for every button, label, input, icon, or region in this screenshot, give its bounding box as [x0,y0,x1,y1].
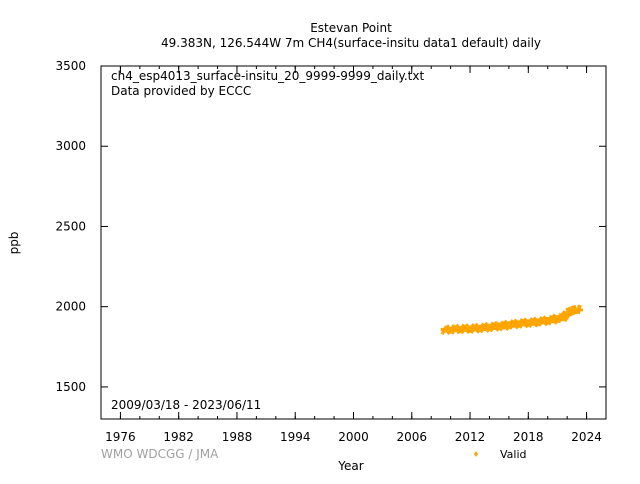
legend: Valid [474,448,527,461]
plot-frame [100,65,607,420]
legend-marker [474,451,478,457]
x-tick-label: 1976 [105,430,136,444]
y-axis-label: ppb [7,232,21,255]
axis-tick-labels: 1976 1982 1988 1994 2000 2006 2012 2018 2024 1500… [55,59,601,444]
axis-ticks [100,65,607,419]
y-tick-label: 2500 [55,219,86,233]
chart-subtitle: 49.383N, 126.544W 7m CH4(surface-insitu … [161,36,541,50]
data-point [578,308,583,312]
x-tick-label: 2006 [396,430,427,444]
y-tick-label: 3500 [55,59,86,73]
chart-title: Estevan Point [310,21,392,35]
data-point [506,321,512,325]
x-tick-label: 1994 [280,430,311,444]
legend-label: Valid [500,448,527,461]
x-tick-label: 2000 [338,430,369,444]
data-point [440,328,446,331]
x-tick-label: 2018 [513,430,544,444]
data-points [440,304,583,336]
x-tick-label: 1988 [222,430,253,444]
data-point [453,329,458,333]
x-tick-label: 2024 [571,430,602,444]
file-annotation: ch4_esp4013_surface-insitu_20_9999-9999_… [111,69,424,83]
data-point [443,329,448,333]
period-annotation: 2009/03/18 - 2023/06/11 [111,398,261,412]
provider-annotation: Data provided by ECCC [111,84,251,98]
data-point [458,326,463,329]
y-tick-label: 3000 [55,139,86,153]
x-axis-label: Year [337,459,363,473]
watermark: WMO WDCGG / JMA [101,447,219,461]
x-tick-label: 1982 [163,430,194,444]
y-tick-label: 2000 [55,300,86,314]
x-tick-label: 2012 [455,430,486,444]
y-tick-label: 1500 [55,380,86,394]
data-point [448,326,453,330]
